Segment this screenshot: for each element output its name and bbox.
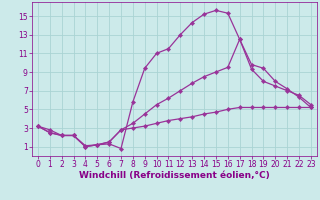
X-axis label: Windchill (Refroidissement éolien,°C): Windchill (Refroidissement éolien,°C) xyxy=(79,171,270,180)
